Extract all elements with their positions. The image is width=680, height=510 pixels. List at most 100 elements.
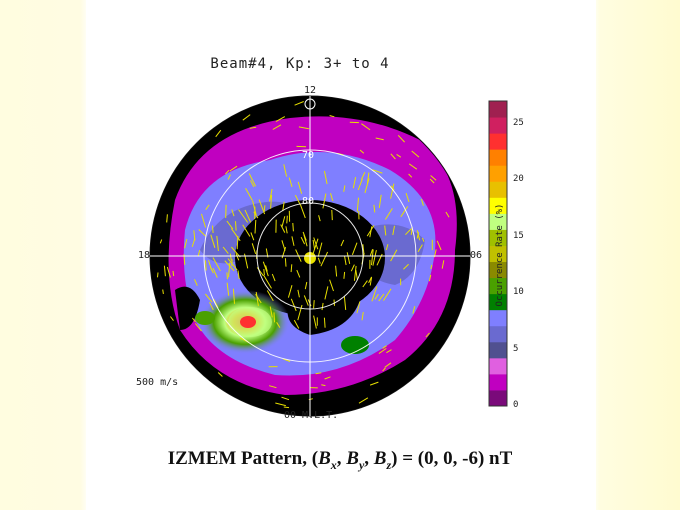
flow-vector bbox=[390, 153, 396, 160]
flow-vector bbox=[441, 260, 445, 269]
flow-vector bbox=[372, 169, 383, 174]
flow-vector bbox=[346, 252, 351, 265]
flow-vector bbox=[197, 249, 201, 256]
flow-vector bbox=[350, 264, 355, 272]
flow-vector bbox=[270, 194, 273, 209]
flow-vector bbox=[184, 238, 188, 249]
colorbar-swatch bbox=[489, 101, 507, 118]
flow-vector bbox=[262, 261, 269, 277]
flow-vector bbox=[357, 178, 363, 191]
caption-bx: Bx bbox=[318, 448, 337, 472]
flow-vector bbox=[304, 281, 308, 290]
flow-vector bbox=[428, 274, 432, 282]
flow-vector bbox=[366, 225, 375, 237]
flow-vector bbox=[269, 188, 273, 202]
flow-vector bbox=[366, 172, 370, 184]
colorbar-swatch bbox=[489, 213, 507, 230]
flow-vector bbox=[298, 126, 309, 130]
flow-vector bbox=[210, 266, 214, 274]
flow-vector bbox=[191, 238, 196, 248]
flow-vector bbox=[282, 201, 285, 212]
flow-vector bbox=[384, 208, 393, 220]
flow-vector bbox=[369, 249, 374, 256]
flow-vector bbox=[162, 289, 164, 294]
flow-vector bbox=[425, 332, 430, 338]
flow-vector bbox=[216, 235, 219, 252]
colorbar-swatch bbox=[489, 309, 507, 327]
flow-vector bbox=[251, 243, 257, 255]
flow-vector bbox=[362, 244, 365, 254]
flow-vector bbox=[360, 171, 366, 180]
flow-vector bbox=[344, 255, 347, 266]
flow-vector bbox=[227, 174, 231, 180]
colorbar-swatch bbox=[489, 277, 507, 295]
colorbar-tick-label: 20 bbox=[513, 174, 524, 185]
flow-vector bbox=[238, 209, 249, 223]
flow-vector bbox=[252, 200, 257, 216]
flow-vector bbox=[361, 123, 371, 131]
plot-title: Beam#4, Kp: 3+ to 4 bbox=[210, 56, 390, 72]
flow-vector bbox=[405, 192, 410, 203]
flow-vector bbox=[227, 258, 238, 271]
flow-vector bbox=[303, 234, 308, 247]
flow-vector bbox=[378, 293, 385, 302]
flow-vector bbox=[269, 306, 273, 318]
flow-vector bbox=[384, 225, 387, 236]
flow-vector bbox=[291, 236, 295, 246]
ring-70-label: 70 bbox=[302, 150, 315, 161]
colorbar bbox=[488, 100, 508, 407]
flow-vector bbox=[229, 253, 232, 261]
flow-vector bbox=[303, 295, 309, 306]
flow-vector bbox=[321, 384, 326, 387]
flow-vector bbox=[285, 226, 288, 234]
flow-vector bbox=[364, 178, 370, 194]
ring-80-label: 80 bbox=[302, 196, 315, 207]
colorbar-label: Occurrence Rate (%) bbox=[495, 203, 505, 307]
flow-vector bbox=[205, 260, 207, 271]
flow-vector bbox=[390, 183, 395, 199]
flow-vector bbox=[281, 396, 290, 401]
flow-vector bbox=[276, 322, 281, 328]
flow-vector bbox=[369, 277, 373, 286]
label-18: 18 bbox=[138, 250, 151, 261]
flow-vector bbox=[356, 197, 359, 212]
flow-vector bbox=[290, 264, 293, 273]
flow-vector bbox=[226, 220, 234, 230]
flow-vector bbox=[192, 317, 196, 323]
flow-vector bbox=[263, 274, 272, 289]
flow-vector bbox=[403, 263, 409, 270]
flow-vector bbox=[157, 272, 159, 278]
flow-vector bbox=[273, 312, 275, 323]
flow-vector bbox=[212, 267, 218, 278]
flow-vector bbox=[369, 381, 379, 386]
flow-vector bbox=[405, 228, 412, 236]
flow-vector bbox=[321, 302, 324, 311]
colorbar-swatch bbox=[489, 357, 507, 375]
colorbar-swatch bbox=[489, 261, 507, 279]
flow-vector bbox=[430, 264, 433, 270]
colorbar-swatch bbox=[489, 325, 507, 343]
label-mlt: 00 M.L.T. bbox=[284, 410, 339, 421]
flow-vector bbox=[290, 298, 297, 312]
flow-vector bbox=[288, 177, 293, 187]
flow-vector bbox=[308, 398, 313, 401]
flow-vector bbox=[392, 225, 395, 236]
colorbar-swatch bbox=[489, 149, 507, 166]
flow-vector bbox=[374, 293, 379, 300]
flow-vector bbox=[382, 345, 387, 349]
flow-vector bbox=[417, 244, 423, 253]
flow-vector bbox=[242, 224, 251, 237]
flow-vector bbox=[378, 194, 382, 209]
flow-vector bbox=[209, 302, 214, 311]
colorbar-swatch bbox=[489, 389, 507, 407]
flow-vector bbox=[254, 219, 257, 234]
flow-vector bbox=[369, 226, 373, 238]
flow-vector bbox=[272, 124, 282, 130]
flow-vector bbox=[371, 249, 374, 266]
flow-vector bbox=[312, 238, 319, 254]
flow-vector bbox=[368, 276, 373, 284]
flow-vector bbox=[359, 149, 365, 154]
flow-vector bbox=[215, 129, 222, 138]
flow-vector bbox=[169, 316, 174, 321]
flow-vector bbox=[324, 286, 329, 300]
